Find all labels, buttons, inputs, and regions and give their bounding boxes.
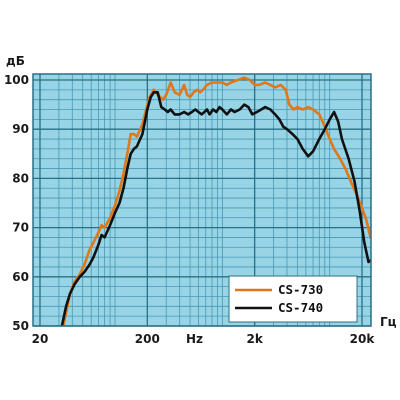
legend-box [228,275,358,323]
y-tick-label: 90 [12,122,29,136]
y-tick-label: 100 [4,73,29,87]
series-line-cs-730 [62,76,371,326]
x-tick-label: 2k [246,332,263,346]
legend-label-cs-730: CS-730 [278,282,323,297]
y-tick-label: 60 [12,270,29,284]
x-tick-label: Hz [186,332,203,346]
x-tick-label: 20 [32,332,49,346]
legend-label-cs-740: CS-740 [278,300,323,315]
legend: CS-730 CS-740 [228,275,358,323]
x-axis-label: Гц [380,315,397,329]
series-line-cs-740 [60,91,371,326]
y-tick-label: 80 [12,171,29,185]
y-tick-label: 70 [12,221,29,235]
x-tick-labels: 20 200 Hz 2k 20k [32,332,376,346]
x-tick-label: 200 [135,332,160,346]
x-tick-label: 20k [350,332,376,346]
y-tick-label: 50 [12,319,29,333]
y-axis-label: дБ [6,54,25,68]
y-tick-labels: 100 90 80 70 60 50 [4,73,29,333]
series-layer [60,76,371,326]
plot-frame [32,73,372,327]
